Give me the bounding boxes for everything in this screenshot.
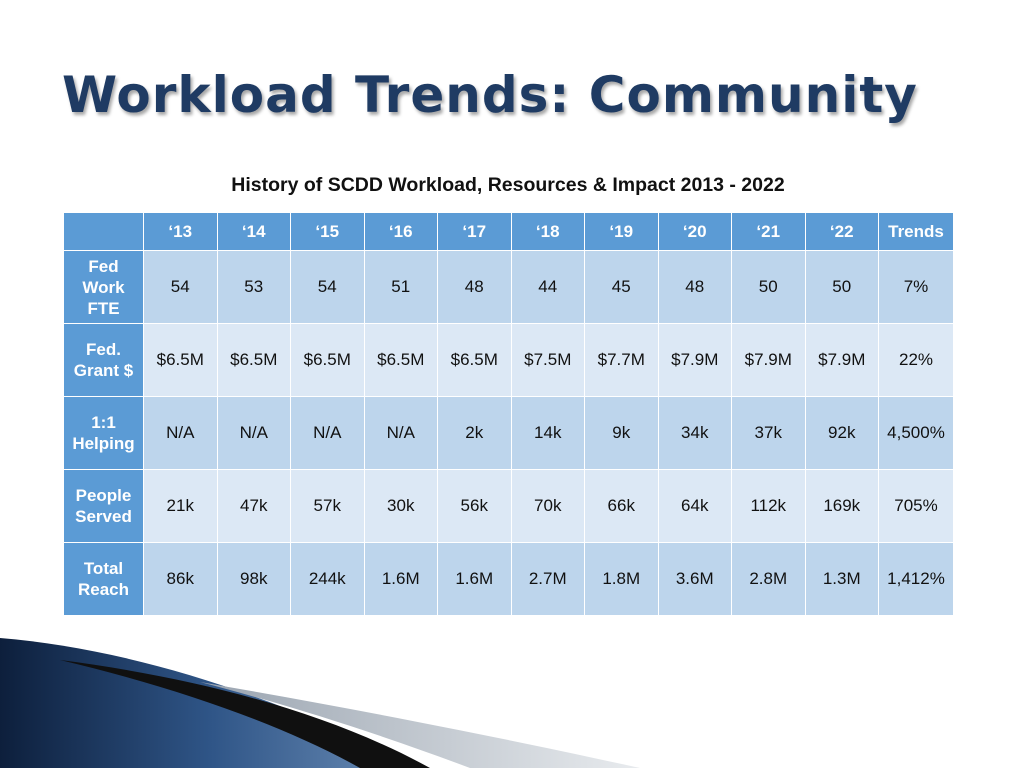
header-year: ‘14 [216,212,291,251]
table-cell: 1.3M [804,542,879,616]
header-year: ‘18 [510,212,585,251]
table-row: Total Reach 86k 98k 244k 1.6M 1.6M 2.7M 1.8M 3.6… [63,542,954,616]
table-row: 1:1 Helping N/A N/A N/A N/A 2k 14k 9k 34k 37k 92k 4… [63,396,954,470]
header-year: ‘22 [804,212,879,251]
table-cell: N/A [290,396,365,470]
table-cell: 50 [731,250,806,324]
slide-title: Workload Trends: Community [62,66,918,124]
table-cell: 70k [510,469,585,543]
table-cell: 1.8M [584,542,659,616]
header-year: ‘21 [731,212,806,251]
table-row: People Served 21k 47k 57k 30k 56k 70k 66k 64k 112… [63,469,954,543]
header-year: ‘16 [363,212,438,251]
table-cell: 54 [143,250,218,324]
table-cell: 34k [657,396,732,470]
table-cell: N/A [216,396,291,470]
table-cell: $7.5M [510,323,585,397]
table-cell: $7.9M [804,323,879,397]
table-cell: 44 [510,250,585,324]
table-cell: $6.5M [216,323,291,397]
table-cell: 50 [804,250,879,324]
table-cell: 98k [216,542,291,616]
header-year: ‘17 [437,212,512,251]
trend-value: 705% [894,496,938,515]
trend-cell: 22% [878,323,954,397]
table-cell: $7.7M [584,323,659,397]
table-cell: 112k [731,469,806,543]
table-cell: $6.5M [437,323,512,397]
table-cell: 66k [584,469,659,543]
table-cell: 1.6M [437,542,512,616]
table-cell: 51 [363,250,438,324]
table-row: Fed. Grant $ $6.5M $6.5M $6.5M $6.5M $6.5M $7.… [63,323,954,397]
row-label: Fed. Grant $ [63,323,144,397]
trend-value: 4,500% [887,423,945,442]
table-cell: 54 [290,250,365,324]
header-year: ‘19 [584,212,659,251]
table-cell: 1.6M [363,542,438,616]
table-cell: $7.9M [657,323,732,397]
header-year: ‘13 [143,212,218,251]
table-cell: $6.5M [290,323,365,397]
trend-cell: 4,500% [878,396,954,470]
table-cell: N/A [143,396,218,470]
table-cell: 86k [143,542,218,616]
row-label: Total Reach [63,542,144,616]
table-cell: 21k [143,469,218,543]
table-cell: 53 [216,250,291,324]
table-cell: 92k [804,396,879,470]
table-cell: 56k [437,469,512,543]
row-label: Fed Work FTE [63,250,144,324]
header-trends: Trends [878,212,954,251]
corner-cell [63,212,144,251]
table-cell: 2.8M [731,542,806,616]
table-cell: $7.9M [731,323,806,397]
trend-cell: 705% [878,469,954,543]
trend-cell: 7% [878,250,954,324]
trend-value: 1,412% [887,569,945,588]
trend-value: 22% [898,350,934,369]
table-caption: History of SCDD Workload, Resources & Im… [231,174,785,196]
table-cell: 45 [584,250,659,324]
table-cell: N/A [363,396,438,470]
table-cell: 2.7M [510,542,585,616]
table-cell: 169k [804,469,879,543]
table-cell: $6.5M [143,323,218,397]
table-cell: 2k [437,396,512,470]
workload-table: ‘13 ‘14 ‘15 ‘16 ‘17 ‘18 ‘19 ‘20 ‘21 ‘22 Trends Fed… [63,212,954,616]
table-cell: 14k [510,396,585,470]
row-label: 1:1 Helping [63,396,144,470]
table-cell: 47k [216,469,291,543]
table-cell: 9k [584,396,659,470]
header-row: ‘13 ‘14 ‘15 ‘16 ‘17 ‘18 ‘19 ‘20 ‘21 ‘22 Trends [63,212,954,251]
table-cell: 30k [363,469,438,543]
row-label: People Served [63,469,144,543]
table-cell: 48 [657,250,732,324]
table-cell: 48 [437,250,512,324]
table-row: Fed Work FTE 54 53 54 51 48 44 45 48 50 50 7% [63,250,954,324]
decorative-swoosh [0,638,640,768]
trend-value: 7% [903,277,929,296]
table-cell: $6.5M [363,323,438,397]
table-cell: 64k [657,469,732,543]
header-year: ‘15 [290,212,365,251]
table-cell: 57k [290,469,365,543]
table-cell: 37k [731,396,806,470]
header-year: ‘20 [657,212,732,251]
trend-cell: 1,412% [878,542,954,616]
table-cell: 3.6M [657,542,732,616]
table-cell: 244k [290,542,365,616]
